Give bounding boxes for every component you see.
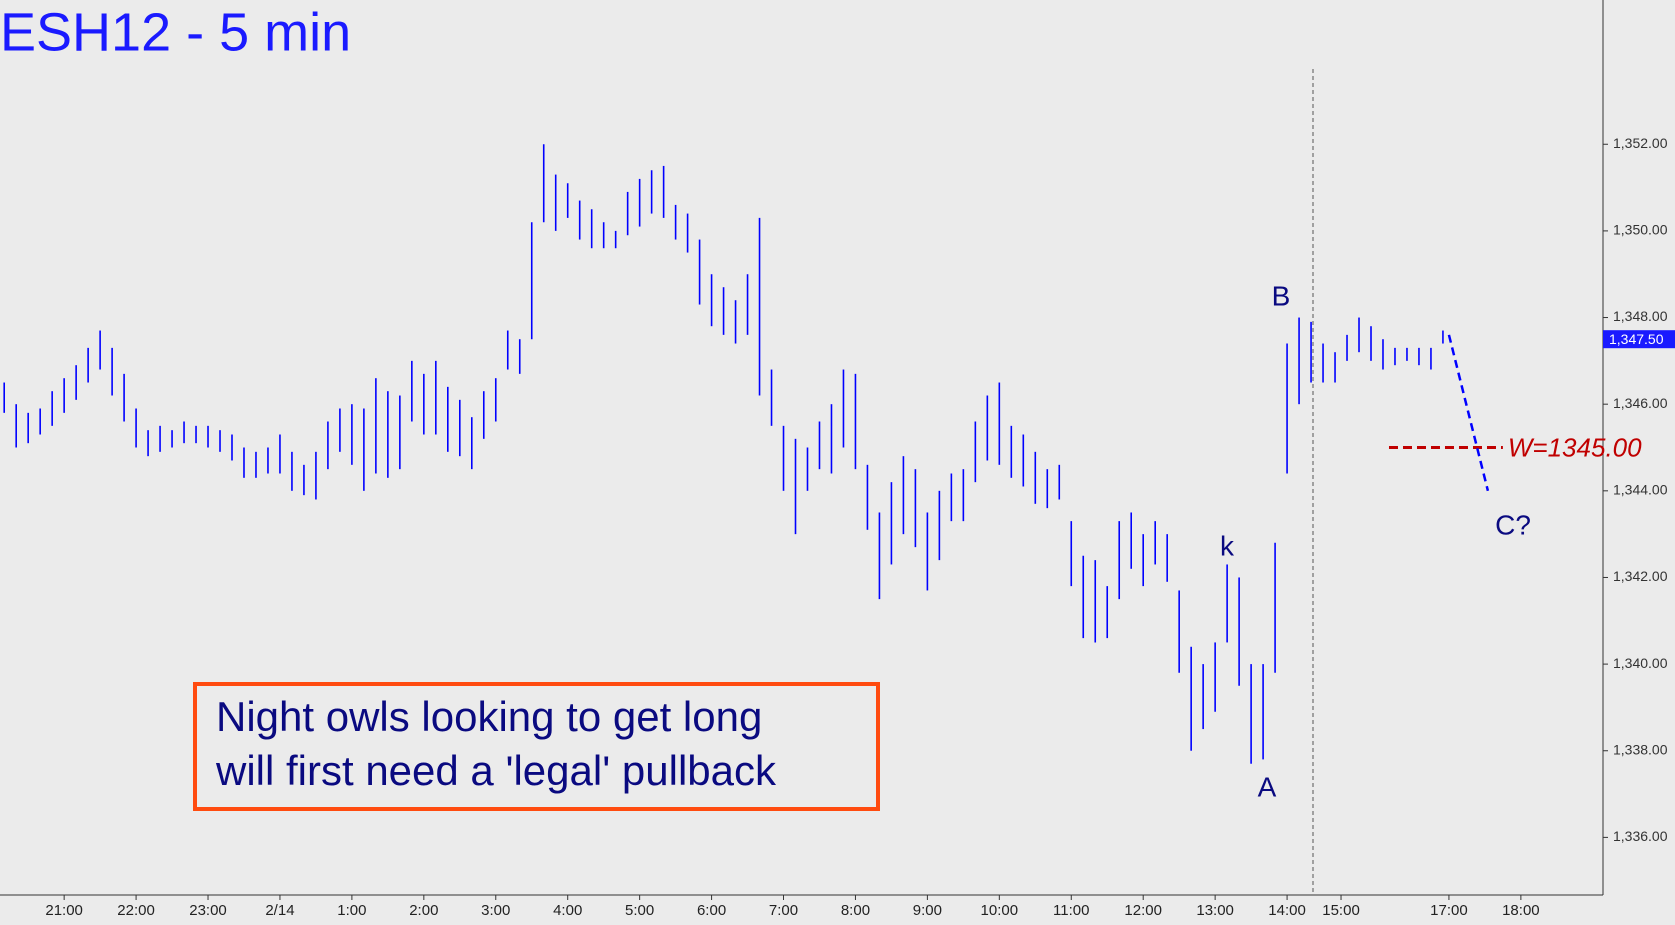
y-tick-label: 1,344.00 — [1613, 482, 1668, 498]
wave-label: k — [1220, 530, 1235, 561]
y-tick-label: 1,346.00 — [1613, 395, 1668, 411]
x-tick-label: 8:00 — [841, 902, 870, 919]
wave-label: B — [1272, 280, 1291, 311]
note-line: will first need a 'legal' pullback — [216, 747, 776, 794]
wave-label: C? — [1495, 509, 1531, 540]
x-tick-label: 17:00 — [1430, 902, 1468, 919]
x-tick-label: 4:00 — [553, 902, 582, 919]
y-tick-label: 1,342.00 — [1613, 568, 1668, 584]
x-tick-label: 23:00 — [189, 902, 227, 919]
x-tick-label: 22:00 — [117, 902, 155, 919]
x-tick-label: 14:00 — [1268, 902, 1306, 919]
x-tick-label: 6:00 — [697, 902, 726, 919]
last-price-tag — [1603, 330, 1675, 349]
y-tick-label: 1,348.00 — [1613, 308, 1668, 324]
x-tick-label: 11:00 — [1053, 902, 1089, 919]
x-tick-label: 5:00 — [625, 902, 654, 919]
x-tick-label: 3:00 — [481, 902, 510, 919]
target-label: W=1345.00 — [1508, 432, 1642, 462]
chart-title: ESH12 - 5 min — [0, 2, 351, 62]
x-tick-label: 1:00 — [337, 902, 366, 919]
x-tick-label: 7:00 — [769, 902, 798, 919]
x-tick-label: 2:00 — [409, 902, 438, 919]
x-tick-label: 15:00 — [1322, 902, 1360, 919]
last-price-label: 1,347.50 — [1609, 331, 1664, 347]
note-box: Night owls looking to get long will firs… — [193, 682, 880, 811]
x-tick-label: 18:00 — [1502, 902, 1540, 919]
y-tick-label: 1,338.00 — [1613, 741, 1668, 757]
x-tick-label: 2/14 — [265, 902, 294, 919]
x-tick-label: 12:00 — [1124, 902, 1162, 919]
y-tick-label: 1,336.00 — [1613, 828, 1668, 844]
y-tick-label: 1,350.00 — [1613, 222, 1668, 238]
y-tick-label: 1,340.00 — [1613, 655, 1668, 671]
x-tick-label: 9:00 — [913, 902, 942, 919]
x-tick-label: 13:00 — [1196, 902, 1234, 919]
x-tick-label: 10:00 — [981, 902, 1019, 919]
wave-label: A — [1258, 771, 1277, 802]
note-line: Night owls looking to get long — [216, 693, 763, 740]
projection-line — [1447, 334, 1490, 492]
x-tick-label: 21:00 — [45, 902, 83, 919]
y-tick-label: 1,352.00 — [1613, 135, 1668, 151]
